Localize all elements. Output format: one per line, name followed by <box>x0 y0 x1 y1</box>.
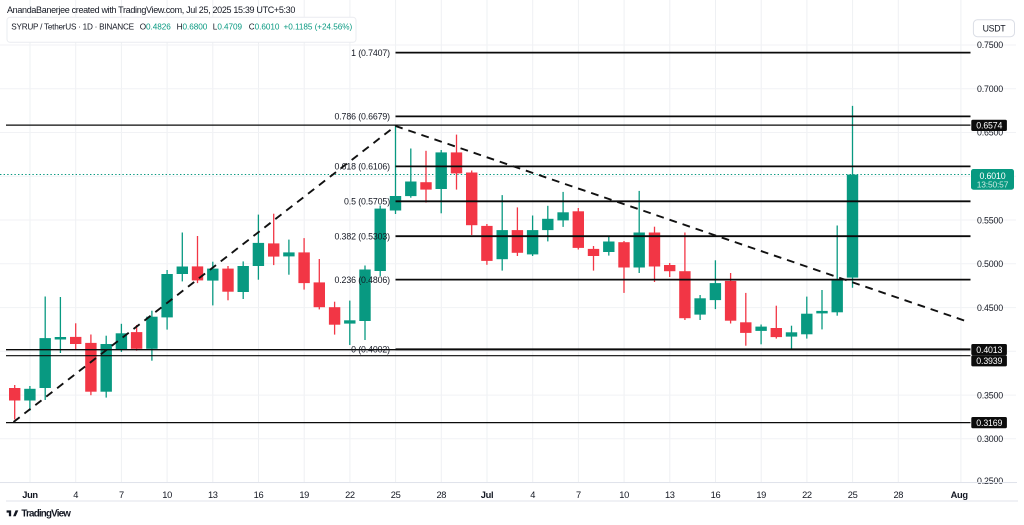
svg-text:0.3939: 0.3939 <box>976 356 1002 366</box>
svg-text:+0.1185 (+24.56%): +0.1185 (+24.56%) <box>284 23 353 32</box>
svg-text:0.3000: 0.3000 <box>977 434 1003 444</box>
svg-text:28: 28 <box>893 490 903 500</box>
svg-text:Jun: Jun <box>22 490 38 500</box>
svg-text:H0.6800: H0.6800 <box>177 23 208 32</box>
svg-text:Aug: Aug <box>951 490 969 500</box>
svg-text:L0.4709: L0.4709 <box>213 23 243 32</box>
svg-text:13: 13 <box>208 490 218 500</box>
svg-text:0.236 (0.4806): 0.236 (0.4806) <box>334 275 390 285</box>
svg-text:7: 7 <box>119 490 124 500</box>
svg-text:10: 10 <box>619 490 629 500</box>
svg-text:0.6500: 0.6500 <box>977 128 1003 138</box>
svg-text:SYRUP / TetherUS · 1D · BINANC: SYRUP / TetherUS · 1D · BINANCE <box>11 23 134 32</box>
svg-text:0.382 (0.5303): 0.382 (0.5303) <box>334 231 390 241</box>
svg-text:0.7500: 0.7500 <box>977 40 1003 50</box>
svg-text:0.5 (0.5705): 0.5 (0.5705) <box>344 197 390 207</box>
svg-text:0.2500: 0.2500 <box>977 476 1003 486</box>
svg-text:16: 16 <box>254 490 264 500</box>
svg-text:28: 28 <box>436 490 446 500</box>
svg-text:22: 22 <box>802 490 812 500</box>
svg-text:7: 7 <box>576 490 581 500</box>
svg-text:19: 19 <box>756 490 766 500</box>
svg-text:0.618 (0.6106): 0.618 (0.6106) <box>334 162 390 172</box>
svg-text:Jul: Jul <box>481 490 493 500</box>
svg-text:22: 22 <box>345 490 355 500</box>
svg-text:0.5500: 0.5500 <box>977 215 1003 225</box>
svg-text:13:50:57: 13:50:57 <box>977 180 1009 190</box>
svg-text:0.6010: 0.6010 <box>979 171 1005 181</box>
svg-text:10: 10 <box>162 490 172 500</box>
svg-text:13: 13 <box>665 490 675 500</box>
svg-text:0.4013: 0.4013 <box>976 345 1002 355</box>
svg-text:25: 25 <box>848 490 858 500</box>
svg-text:1 (0.7407): 1 (0.7407) <box>351 48 390 58</box>
svg-text:0.4500: 0.4500 <box>977 303 1003 313</box>
svg-text:0.786 (0.6679): 0.786 (0.6679) <box>334 112 390 122</box>
svg-text:25: 25 <box>391 490 401 500</box>
svg-text:0.6574: 0.6574 <box>976 121 1002 131</box>
svg-text:0.5000: 0.5000 <box>977 259 1003 269</box>
svg-text:4: 4 <box>530 490 535 500</box>
svg-text:16: 16 <box>711 490 721 500</box>
svg-text:0 (0.4002): 0 (0.4002) <box>351 345 390 355</box>
svg-text:TradingView: TradingView <box>21 509 71 520</box>
svg-text:0.7000: 0.7000 <box>977 84 1003 94</box>
svg-text:O0.4826: O0.4826 <box>140 23 172 32</box>
svg-text:19: 19 <box>299 490 309 500</box>
svg-text:4: 4 <box>73 490 78 500</box>
svg-text:C0.6010: C0.6010 <box>249 23 280 32</box>
svg-text:0.3169: 0.3169 <box>976 418 1002 428</box>
svg-text:USDT: USDT <box>983 23 1007 33</box>
svg-text:AnandaBanerjee created with Tr: AnandaBanerjee created with TradingView.… <box>7 5 295 15</box>
svg-text:0.3500: 0.3500 <box>977 390 1003 400</box>
